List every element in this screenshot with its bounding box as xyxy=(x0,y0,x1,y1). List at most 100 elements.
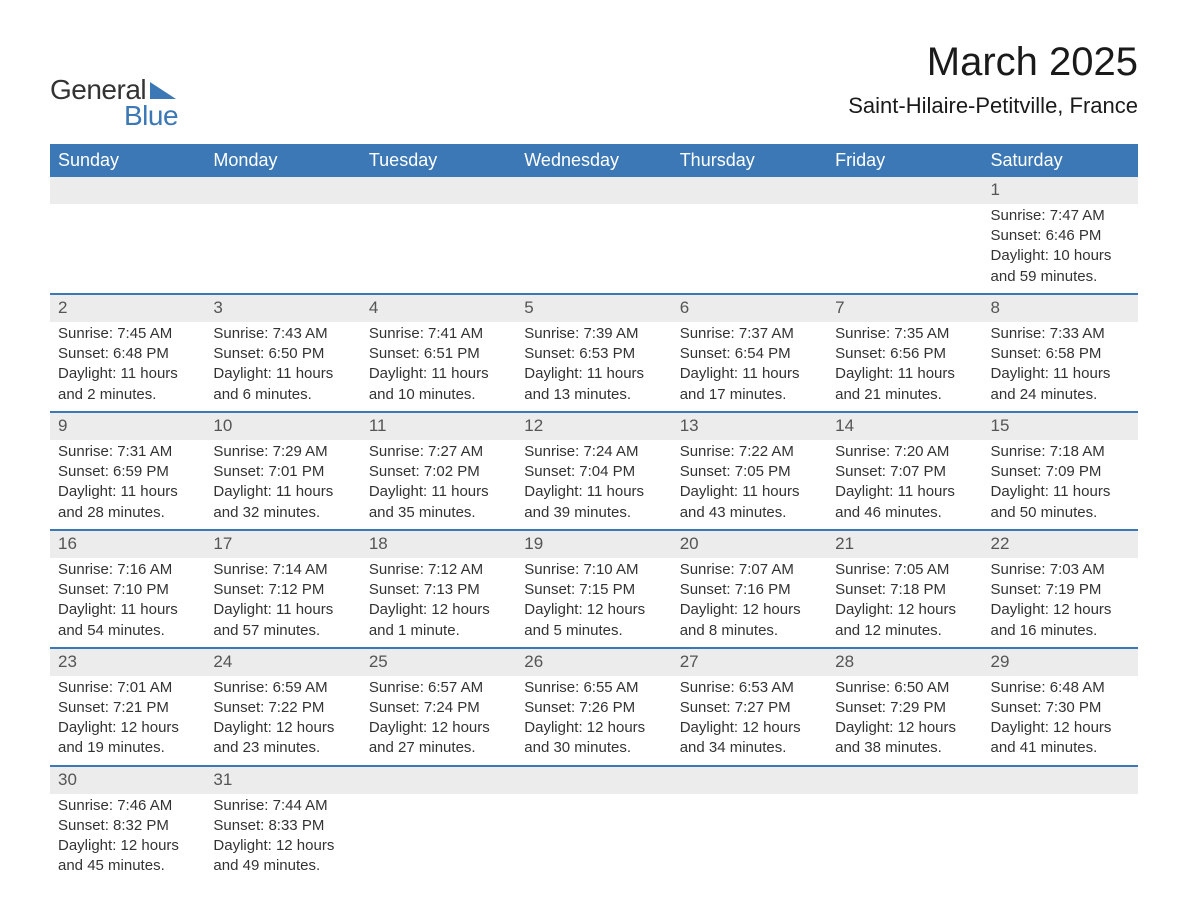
sunrise-text: Sunrise: 7:22 AM xyxy=(680,442,819,462)
day-number-cell: 5 xyxy=(516,294,671,322)
day-number-cell: 28 xyxy=(827,648,982,676)
daylight2-text: and 38 minutes. xyxy=(835,738,974,758)
day-body-cell xyxy=(827,794,982,883)
sunset-text: Sunset: 6:51 PM xyxy=(369,344,508,364)
sunset-text: Sunset: 7:05 PM xyxy=(680,462,819,482)
daylight1-text: Daylight: 12 hours xyxy=(213,718,352,738)
sunset-text: Sunset: 7:21 PM xyxy=(58,698,197,718)
page-title: March 2025 xyxy=(848,40,1138,85)
day-body-row: Sunrise: 7:16 AMSunset: 7:10 PMDaylight:… xyxy=(50,558,1138,648)
sunrise-text: Sunrise: 7:05 AM xyxy=(835,560,974,580)
sunset-text: Sunset: 8:32 PM xyxy=(58,816,197,836)
daylight2-text: and 17 minutes. xyxy=(680,385,819,405)
sunrise-text: Sunrise: 6:50 AM xyxy=(835,678,974,698)
day-number-row: 23242526272829 xyxy=(50,648,1138,676)
day-number-row: 2345678 xyxy=(50,294,1138,322)
weekday-header: Monday xyxy=(205,144,360,177)
daylight1-text: Daylight: 11 hours xyxy=(58,600,197,620)
weekday-header: Thursday xyxy=(672,144,827,177)
sunset-text: Sunset: 7:24 PM xyxy=(369,698,508,718)
daylight2-text: and 34 minutes. xyxy=(680,738,819,758)
daylight1-text: Daylight: 11 hours xyxy=(991,482,1130,502)
daylight2-text: and 35 minutes. xyxy=(369,503,508,523)
day-number-cell xyxy=(672,177,827,204)
sunrise-text: Sunrise: 7:31 AM xyxy=(58,442,197,462)
day-number-cell: 16 xyxy=(50,530,205,558)
sunrise-text: Sunrise: 7:27 AM xyxy=(369,442,508,462)
sunset-text: Sunset: 6:50 PM xyxy=(213,344,352,364)
sunrise-text: Sunrise: 7:03 AM xyxy=(991,560,1130,580)
day-number-cell xyxy=(205,177,360,204)
daylight1-text: Daylight: 12 hours xyxy=(680,600,819,620)
sunset-text: Sunset: 7:19 PM xyxy=(991,580,1130,600)
daylight1-text: Daylight: 12 hours xyxy=(991,718,1130,738)
daylight1-text: Daylight: 11 hours xyxy=(835,482,974,502)
daylight1-text: Daylight: 12 hours xyxy=(58,836,197,856)
day-number-cell: 9 xyxy=(50,412,205,440)
day-number-row: 9101112131415 xyxy=(50,412,1138,440)
day-number-cell: 31 xyxy=(205,766,360,794)
sunset-text: Sunset: 7:18 PM xyxy=(835,580,974,600)
sunset-text: Sunset: 7:09 PM xyxy=(991,462,1130,482)
day-body-cell xyxy=(361,794,516,883)
sunset-text: Sunset: 7:10 PM xyxy=(58,580,197,600)
day-number-cell: 19 xyxy=(516,530,671,558)
daylight1-text: Daylight: 11 hours xyxy=(680,364,819,384)
sunset-text: Sunset: 7:12 PM xyxy=(213,580,352,600)
sunset-text: Sunset: 7:29 PM xyxy=(835,698,974,718)
sunset-text: Sunset: 8:33 PM xyxy=(213,816,352,836)
daylight1-text: Daylight: 11 hours xyxy=(835,364,974,384)
sunset-text: Sunset: 7:07 PM xyxy=(835,462,974,482)
day-body-cell: Sunrise: 7:33 AMSunset: 6:58 PMDaylight:… xyxy=(983,322,1138,412)
daylight1-text: Daylight: 11 hours xyxy=(213,600,352,620)
daylight1-text: Daylight: 11 hours xyxy=(991,364,1130,384)
sunrise-text: Sunrise: 7:07 AM xyxy=(680,560,819,580)
day-body-cell: Sunrise: 7:41 AMSunset: 6:51 PMDaylight:… xyxy=(361,322,516,412)
day-body-cell xyxy=(361,204,516,294)
day-body-cell: Sunrise: 7:39 AMSunset: 6:53 PMDaylight:… xyxy=(516,322,671,412)
sunrise-text: Sunrise: 7:14 AM xyxy=(213,560,352,580)
day-number-cell: 2 xyxy=(50,294,205,322)
sunset-text: Sunset: 7:02 PM xyxy=(369,462,508,482)
daylight2-text: and 50 minutes. xyxy=(991,503,1130,523)
sunset-text: Sunset: 7:26 PM xyxy=(524,698,663,718)
day-body-cell: Sunrise: 7:22 AMSunset: 7:05 PMDaylight:… xyxy=(672,440,827,530)
daylight2-text: and 13 minutes. xyxy=(524,385,663,405)
sunrise-text: Sunrise: 7:24 AM xyxy=(524,442,663,462)
day-body-cell: Sunrise: 6:57 AMSunset: 7:24 PMDaylight:… xyxy=(361,676,516,766)
daylight1-text: Daylight: 11 hours xyxy=(213,364,352,384)
daylight1-text: Daylight: 11 hours xyxy=(680,482,819,502)
day-number-cell: 29 xyxy=(983,648,1138,676)
daylight1-text: Daylight: 11 hours xyxy=(369,482,508,502)
day-number-cell: 15 xyxy=(983,412,1138,440)
daylight2-text: and 19 minutes. xyxy=(58,738,197,758)
day-body-cell: Sunrise: 7:24 AMSunset: 7:04 PMDaylight:… xyxy=(516,440,671,530)
daylight1-text: Daylight: 12 hours xyxy=(58,718,197,738)
day-body-cell: Sunrise: 6:55 AMSunset: 7:26 PMDaylight:… xyxy=(516,676,671,766)
day-number-cell: 12 xyxy=(516,412,671,440)
day-number-cell xyxy=(983,766,1138,794)
sunset-text: Sunset: 6:53 PM xyxy=(524,344,663,364)
day-body-cell: Sunrise: 7:14 AMSunset: 7:12 PMDaylight:… xyxy=(205,558,360,648)
daylight2-text: and 10 minutes. xyxy=(369,385,508,405)
day-body-row: Sunrise: 7:01 AMSunset: 7:21 PMDaylight:… xyxy=(50,676,1138,766)
weekday-header-row: Sunday Monday Tuesday Wednesday Thursday… xyxy=(50,144,1138,177)
sunrise-text: Sunrise: 7:41 AM xyxy=(369,324,508,344)
daylight2-text: and 45 minutes. xyxy=(58,856,197,876)
daylight1-text: Daylight: 12 hours xyxy=(213,836,352,856)
daylight2-text: and 30 minutes. xyxy=(524,738,663,758)
sunrise-text: Sunrise: 7:12 AM xyxy=(369,560,508,580)
day-body-cell: Sunrise: 7:45 AMSunset: 6:48 PMDaylight:… xyxy=(50,322,205,412)
day-body-cell: Sunrise: 7:03 AMSunset: 7:19 PMDaylight:… xyxy=(983,558,1138,648)
day-body-cell: Sunrise: 7:10 AMSunset: 7:15 PMDaylight:… xyxy=(516,558,671,648)
sunset-text: Sunset: 6:46 PM xyxy=(991,226,1130,246)
day-body-cell: Sunrise: 7:31 AMSunset: 6:59 PMDaylight:… xyxy=(50,440,205,530)
day-number-cell: 11 xyxy=(361,412,516,440)
day-number-row: 1 xyxy=(50,177,1138,204)
daylight1-text: Daylight: 11 hours xyxy=(58,364,197,384)
day-number-cell: 1 xyxy=(983,177,1138,204)
day-number-cell: 20 xyxy=(672,530,827,558)
daylight2-text: and 2 minutes. xyxy=(58,385,197,405)
daylight1-text: Daylight: 11 hours xyxy=(524,482,663,502)
daylight1-text: Daylight: 12 hours xyxy=(991,600,1130,620)
